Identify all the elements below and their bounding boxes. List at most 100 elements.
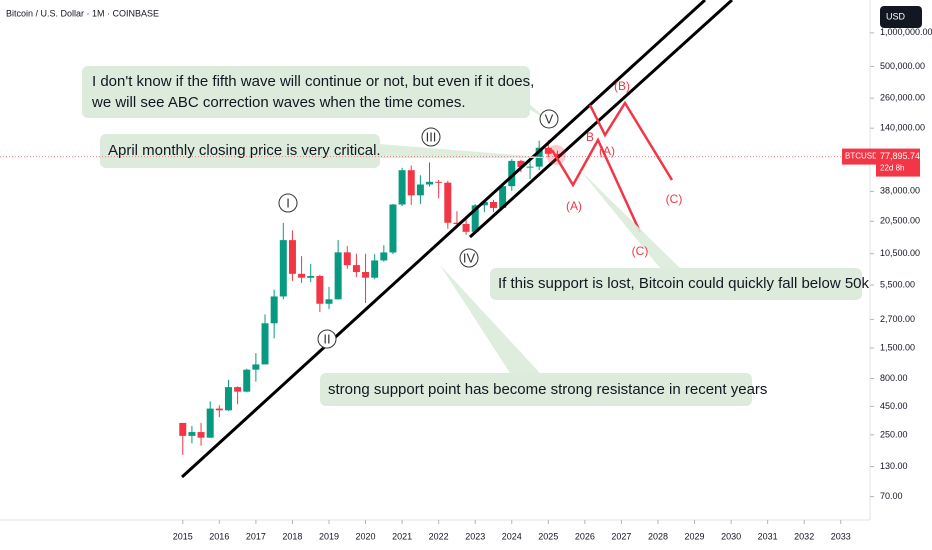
- y-tick-label: 450.00: [880, 401, 908, 411]
- x-tick-label: 2030: [721, 531, 741, 541]
- candle-body: [453, 222, 461, 224]
- y-tick-label: 140,000.00: [880, 123, 925, 133]
- candle-body: [435, 181, 443, 183]
- x-tick-label: 2021: [392, 531, 412, 541]
- candle-body: [362, 272, 370, 278]
- candle-body: [288, 240, 296, 274]
- candle-body: [426, 181, 434, 185]
- chart-title: Bitcoin / U.S. Dollar · 1M · COINBASE: [6, 8, 159, 18]
- candle-body: [508, 160, 516, 187]
- x-tick-label: 2016: [209, 531, 229, 541]
- x-tick-label: 2022: [429, 531, 449, 541]
- abc-label: B: [586, 130, 594, 144]
- candle-body: [261, 323, 269, 365]
- trend-line: [468, 0, 734, 239]
- x-tick-label: 2020: [356, 531, 376, 541]
- y-tick-label: 250.00: [880, 429, 908, 439]
- abc-label: (C): [666, 192, 683, 206]
- candle-body: [553, 153, 561, 157]
- note-text: we will see ABC correction waves when th…: [91, 94, 465, 111]
- candle-body: [416, 184, 424, 196]
- y-tick-label: 10,500.00: [880, 248, 920, 258]
- symbol-label: BTCUSD: [845, 152, 878, 161]
- candle-body: [325, 299, 333, 304]
- abc-label: (A): [566, 199, 582, 213]
- x-tick-label: 2033: [831, 531, 851, 541]
- y-tick-label: 1,000,000.00: [880, 27, 932, 37]
- x-tick-label: 2024: [502, 531, 522, 541]
- candle-body: [298, 273, 306, 278]
- candle-body: [444, 182, 452, 223]
- wave-label: II: [323, 331, 330, 346]
- wave-label: I: [286, 195, 290, 210]
- wave-circle: [421, 127, 441, 147]
- countdown-label: 22d 8h: [880, 164, 904, 173]
- candle-body: [371, 260, 379, 278]
- candle-body: [489, 202, 497, 208]
- wave-circle: [539, 109, 559, 129]
- candle-body: [462, 223, 470, 232]
- candle-body: [499, 186, 507, 208]
- y-tick-label: 130.00: [880, 461, 908, 471]
- price-label: 77,895.74: [880, 151, 920, 161]
- candle-body: [343, 252, 351, 266]
- candle-body: [544, 147, 552, 154]
- wave-label: IV: [463, 250, 476, 265]
- x-tick-label: 2019: [319, 531, 339, 541]
- note-box: [490, 268, 862, 300]
- candle-body: [206, 408, 214, 438]
- candle-body: [471, 205, 479, 232]
- wave-circle: [459, 248, 479, 268]
- currency-label[interactable]: USD: [886, 11, 906, 21]
- candle-body: [380, 252, 388, 261]
- currency-button[interactable]: [880, 6, 922, 28]
- note-box: [320, 373, 752, 406]
- candle-body: [480, 202, 488, 206]
- note-text: strong support point has become strong r…: [328, 381, 767, 398]
- symbol-tag: [842, 148, 876, 165]
- wave-label: III: [426, 129, 437, 144]
- candle-body: [334, 252, 342, 300]
- x-tick-label: 2028: [648, 531, 668, 541]
- x-tick-label: 2018: [282, 531, 302, 541]
- abc-label: (B): [614, 79, 630, 93]
- price-tag: [876, 148, 920, 177]
- note-box: [100, 134, 380, 168]
- x-tick-label: 2025: [538, 531, 558, 541]
- candle-body: [407, 170, 415, 196]
- axes: 70.00 130.00 250.00 450.00 800.00 1,500.00 2,7…: [0, 27, 932, 541]
- y-tick-label: 5,500.00: [880, 279, 915, 289]
- y-tick-label: 500,000.00: [880, 61, 925, 71]
- y-tick-label: 800.00: [880, 373, 908, 383]
- x-tick-label: 2023: [465, 531, 485, 541]
- trend-line: [180, 0, 707, 479]
- candle-body: [188, 432, 196, 436]
- abc-label: (C): [632, 244, 649, 258]
- candles: [179, 140, 561, 456]
- callout-pointer: [580, 170, 680, 268]
- wave-circle: [317, 329, 337, 349]
- candle-body: [179, 422, 187, 436]
- candle-body: [279, 240, 287, 297]
- y-tick-label: 1,500.00: [880, 342, 915, 352]
- wave-circle: [278, 193, 298, 213]
- candle-body: [243, 369, 251, 392]
- y-tick-label: 260,000.00: [880, 93, 925, 103]
- candle-body: [517, 160, 525, 168]
- x-tick-label: 2026: [575, 531, 595, 541]
- x-tick-label: 2031: [758, 531, 778, 541]
- wave-label: V: [545, 111, 554, 126]
- candle-body: [234, 387, 242, 392]
- highlight: [546, 145, 566, 165]
- candle-body: [215, 408, 223, 411]
- y-tick-label: 38,000.00: [880, 186, 920, 196]
- candle-body: [307, 276, 315, 278]
- candle-body: [316, 276, 324, 304]
- x-tick-label: 2027: [611, 531, 631, 541]
- x-tick-label: 2015: [173, 531, 193, 541]
- candle-body: [270, 296, 278, 324]
- x-tick-label: 2017: [246, 531, 266, 541]
- abc-label: (A): [599, 144, 615, 158]
- abc-path: [550, 137, 642, 233]
